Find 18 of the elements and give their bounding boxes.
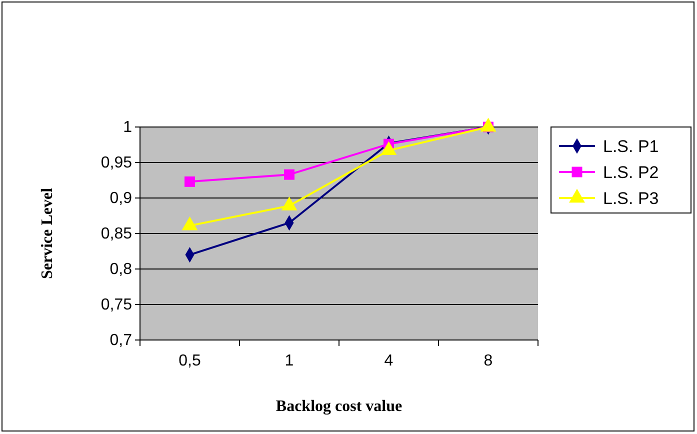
x-tick-label: 4	[384, 352, 394, 370]
y-tick-label: 0,75	[100, 296, 132, 314]
y-tick-label: 0,85	[100, 226, 132, 243]
y-tick-label: 0,9	[110, 190, 132, 208]
x-tick-label: 0,5	[178, 352, 201, 370]
y-tick-label: 0,7	[110, 332, 132, 350]
legend-label: L.S. P1	[603, 137, 659, 156]
y-tick-label: 0,95	[100, 154, 132, 172]
y-tick-label: 1	[123, 119, 132, 136]
point	[284, 169, 294, 180]
y-axis-title: Service Level	[39, 187, 56, 280]
legend-label: L.S. P3	[603, 189, 659, 208]
x-axis-title: Backlog cost value	[276, 398, 402, 415]
point	[184, 176, 195, 187]
legend-label: L.S. P2	[603, 163, 659, 182]
x-tick-label: 8	[484, 352, 493, 370]
y-tick-label: 0,8	[110, 261, 132, 278]
x-tick-label: 1	[284, 352, 294, 370]
